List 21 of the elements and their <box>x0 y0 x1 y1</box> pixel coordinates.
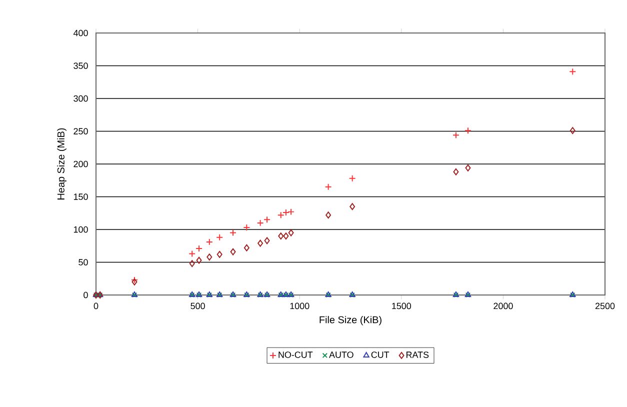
legend-label: RATS <box>406 352 429 358</box>
y-axis-title: Heap Size (MiB) <box>57 128 66 200</box>
y-tick-label: 400 <box>73 30 88 36</box>
x-tick-label: 1000 <box>290 302 310 310</box>
y-tick-label: 150 <box>74 194 88 200</box>
y-tick-label: 100 <box>74 226 88 233</box>
x-tick-label: 0 <box>94 302 98 310</box>
y-tick-label: 0 <box>84 292 88 298</box>
legend-label: AUTO <box>329 352 354 358</box>
y-tick-label: 200 <box>74 160 88 168</box>
y-tick-label: 50 <box>78 259 88 266</box>
x-tick-label: 500 <box>190 302 205 310</box>
x-tick-label: 2000 <box>494 302 513 310</box>
y-tick-label: 350 <box>74 62 88 69</box>
legend-label: CUT <box>371 352 390 358</box>
x-tick-label: 2500 <box>595 302 615 310</box>
x-tick-label: 1500 <box>392 302 412 310</box>
x-axis-title: File Size (KiB) <box>320 316 382 326</box>
y-tick-label: 300 <box>74 95 88 102</box>
y-tick-label: 250 <box>74 128 88 134</box>
legend-label: NO-CUT <box>278 352 313 358</box>
